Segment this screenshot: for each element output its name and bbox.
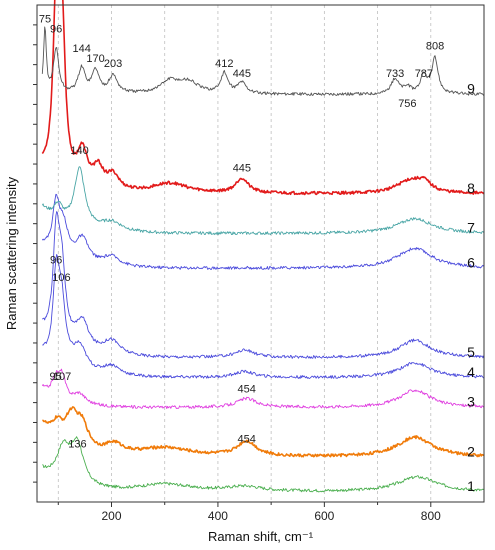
peak-label: 140 bbox=[70, 145, 88, 157]
spectrum-line-1 bbox=[42, 436, 484, 493]
peak-label: 144 bbox=[73, 43, 91, 55]
curve-label-6: 6 bbox=[467, 254, 475, 270]
peak-label: 203 bbox=[104, 58, 122, 70]
peak-label: 787 bbox=[415, 68, 433, 80]
curve-label-3: 3 bbox=[467, 394, 475, 410]
curve-label-1: 1 bbox=[467, 478, 475, 494]
spectrum-line-9 bbox=[41, 26, 485, 96]
spectrum-line-6 bbox=[41, 193, 485, 270]
peak-label: 75 bbox=[39, 13, 51, 25]
spectrum-line-7 bbox=[41, 166, 485, 236]
peak-label: 96 bbox=[50, 254, 62, 266]
peak-label: 107 bbox=[53, 371, 71, 383]
axes: 200 400 600 800 bbox=[33, 4, 485, 523]
curve-label-7: 7 bbox=[467, 220, 475, 236]
x-tick-label: 400 bbox=[208, 509, 228, 523]
peak-label: 136 bbox=[68, 438, 86, 450]
peak-label: 95 bbox=[50, 371, 62, 383]
peak-label: 454 bbox=[237, 433, 255, 445]
peak-label: 733 bbox=[386, 68, 404, 80]
peak-label: 106 bbox=[52, 272, 70, 284]
curve-label-5: 5 bbox=[467, 344, 475, 360]
spectrum-line-8 bbox=[41, 0, 485, 196]
curve-number-labels: 1 2 3 4 5 6 7 8 9 bbox=[467, 80, 475, 494]
peak-label: 170 bbox=[86, 53, 104, 65]
curve-label-9: 9 bbox=[467, 80, 475, 96]
curve-label-2: 2 bbox=[467, 443, 475, 459]
peak-label: 445 bbox=[233, 162, 251, 174]
peak-label: 445 bbox=[233, 68, 251, 80]
x-tick-label: 600 bbox=[314, 509, 334, 523]
axes-frame bbox=[36, 4, 485, 503]
peak-label: 808 bbox=[426, 41, 444, 53]
spectra-series bbox=[41, 0, 485, 493]
gridlines bbox=[57, 5, 432, 502]
spectrum-line-2 bbox=[42, 406, 485, 458]
peak-label: 96 bbox=[50, 23, 62, 35]
curve-label-8: 8 bbox=[467, 180, 475, 196]
peak-label: 454 bbox=[237, 384, 255, 396]
x-tick-label: 200 bbox=[101, 509, 121, 523]
peak-label: 412 bbox=[215, 58, 233, 70]
x-axis-title: Raman shift, cm⁻¹ bbox=[208, 529, 314, 544]
spectrum-line-5 bbox=[42, 211, 485, 359]
y-axis-title: Raman scattering intensity bbox=[4, 176, 19, 330]
curve-label-4: 4 bbox=[467, 364, 475, 380]
spectrum-line-4 bbox=[42, 254, 484, 379]
x-tick-label: 800 bbox=[421, 509, 441, 523]
spectrum-line-3 bbox=[41, 368, 484, 410]
peak-label: 756 bbox=[398, 98, 416, 110]
